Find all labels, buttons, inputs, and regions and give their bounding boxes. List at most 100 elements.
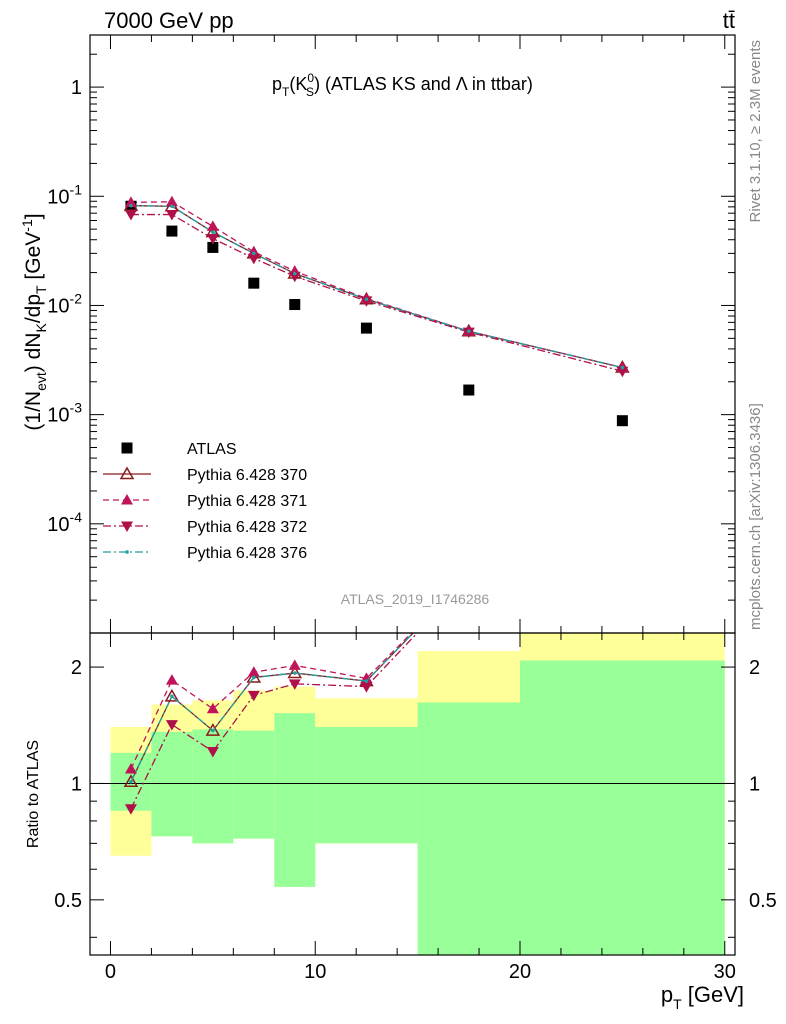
ratio-data-point (288, 659, 301, 670)
y-tick-label: 10-2 (47, 290, 82, 317)
data-point (207, 241, 219, 253)
x-tick-label: 30 (714, 961, 736, 983)
ylabel-part: T (33, 285, 49, 294)
data-point (248, 277, 260, 289)
uncertainty-band-green (233, 730, 275, 839)
data-point (124, 196, 137, 207)
y-tick-label: 10-3 (47, 400, 82, 427)
title-part: (K (289, 74, 307, 94)
x-tick-label: 20 (509, 961, 531, 983)
main-plot-frame (89, 34, 736, 634)
legend-label: Pythia 6.428 370 (187, 467, 307, 484)
data-point (124, 210, 137, 221)
data-point (165, 210, 178, 221)
data-point (360, 296, 373, 307)
x-tick-label: 0 (105, 961, 116, 983)
data-point (288, 271, 301, 283)
ratio-data-point (206, 702, 219, 714)
uncertainty-band-green (417, 702, 520, 955)
ratio-series-line (130, 633, 413, 770)
data-point (364, 297, 369, 302)
tick-exponent: -4 (70, 509, 83, 525)
data-point (165, 195, 178, 207)
ratio-series-group (123, 633, 419, 815)
legend-label: Pythia 6.428 371 (187, 493, 307, 510)
ylabel-part: (1/N (22, 391, 45, 431)
data-point (166, 225, 178, 237)
uncertainty-band-green (520, 660, 725, 955)
data-point (463, 384, 475, 396)
tick-base: 10 (47, 295, 69, 317)
tick-exponent: -1 (70, 181, 83, 197)
main-series-group (123, 195, 630, 427)
data-point (616, 366, 629, 378)
ratio-y-tick-label-left: 0.5 (54, 890, 82, 912)
tick-exponent: -2 (70, 290, 83, 306)
uncertainty-band-green (192, 729, 234, 844)
ratio-data-point (247, 666, 260, 677)
ratio-data-point (292, 671, 297, 675)
title-part: p (272, 74, 282, 94)
title-part: T (282, 85, 290, 99)
ratio-data-point (164, 688, 180, 702)
legend-marker (121, 442, 133, 454)
ratio-uncertainty-bands (90, 633, 735, 955)
data-point (206, 234, 219, 245)
title-part: S (306, 85, 314, 99)
ratio-data-point (124, 804, 137, 815)
ratio-data-point (170, 694, 174, 699)
tick-base: 10 (47, 514, 69, 536)
ratio-data-point (205, 723, 221, 736)
ratio-y-axis-label: Ratio to ATLAS (25, 740, 42, 848)
ratio-data-point (364, 679, 369, 683)
data-point (211, 230, 215, 234)
ratio-series-line (130, 633, 419, 810)
ratio-data-point (252, 675, 256, 680)
mcplots-label: mcplots.cern.ch [arXiv:1306.3436] (747, 403, 764, 630)
ratio-data-point (211, 728, 215, 733)
axes-group: 110-110-210-310-40.5 0.51 12 20 10 20 30 (47, 34, 777, 983)
series-line (130, 205, 623, 369)
ratio-series-line (130, 633, 414, 783)
ylabel-part: /dp (22, 294, 45, 323)
data-point (252, 251, 256, 256)
tick-base: 10 (47, 405, 69, 427)
process-label: tt̄ (723, 8, 735, 33)
series-line (130, 205, 623, 369)
ratio-data-point (129, 779, 133, 784)
ratio-data-point (124, 762, 137, 774)
legend-label: ATLAS (187, 441, 237, 458)
uncertainty-band-green (151, 731, 193, 837)
data-point (206, 220, 219, 231)
ratio-data-point (206, 746, 219, 758)
y-tick-label: 1 (71, 77, 82, 99)
data-point (360, 322, 372, 334)
ylabel-part: ) dN (22, 333, 45, 373)
ratio-y-tick-label-left: 2 (71, 657, 82, 679)
ratio-data-point (247, 690, 260, 702)
data-point (289, 299, 301, 311)
uncertainty-band-green (315, 726, 418, 844)
legend-label: Pythia 6.428 376 (187, 545, 307, 562)
data-point (247, 245, 260, 257)
data-point (170, 204, 174, 209)
xlabel-part: [GeV] (682, 982, 744, 1007)
series-line (130, 213, 623, 372)
ratio-data-point (246, 669, 262, 683)
ratio-data-point (123, 774, 139, 788)
ylabel-part: K (33, 323, 49, 333)
ratio-y-tick-label-right: 2 (749, 657, 760, 679)
legend-label: Pythia 6.428 372 (187, 519, 307, 536)
plot-title: pT(K0 S) (ATLAS KS and Λ in ttbar) (272, 71, 533, 99)
legend: ATLAS Pythia 6.428 370 Pythia 6.428 371 Pyt… (103, 441, 307, 562)
data-point (616, 415, 628, 427)
data-point (247, 253, 260, 265)
legend-marker (119, 466, 135, 480)
y-tick-label: 10-1 (47, 181, 82, 208)
tick-base: 10 (47, 186, 69, 208)
ylabel-part: [GeV (22, 232, 45, 286)
title-part: ) (ATLAS KS and Λ in ttbar) (314, 74, 533, 94)
ylabel-part: -1 (19, 219, 35, 232)
y-tick-label: 10-4 (47, 509, 82, 536)
legend-marker (121, 521, 133, 532)
